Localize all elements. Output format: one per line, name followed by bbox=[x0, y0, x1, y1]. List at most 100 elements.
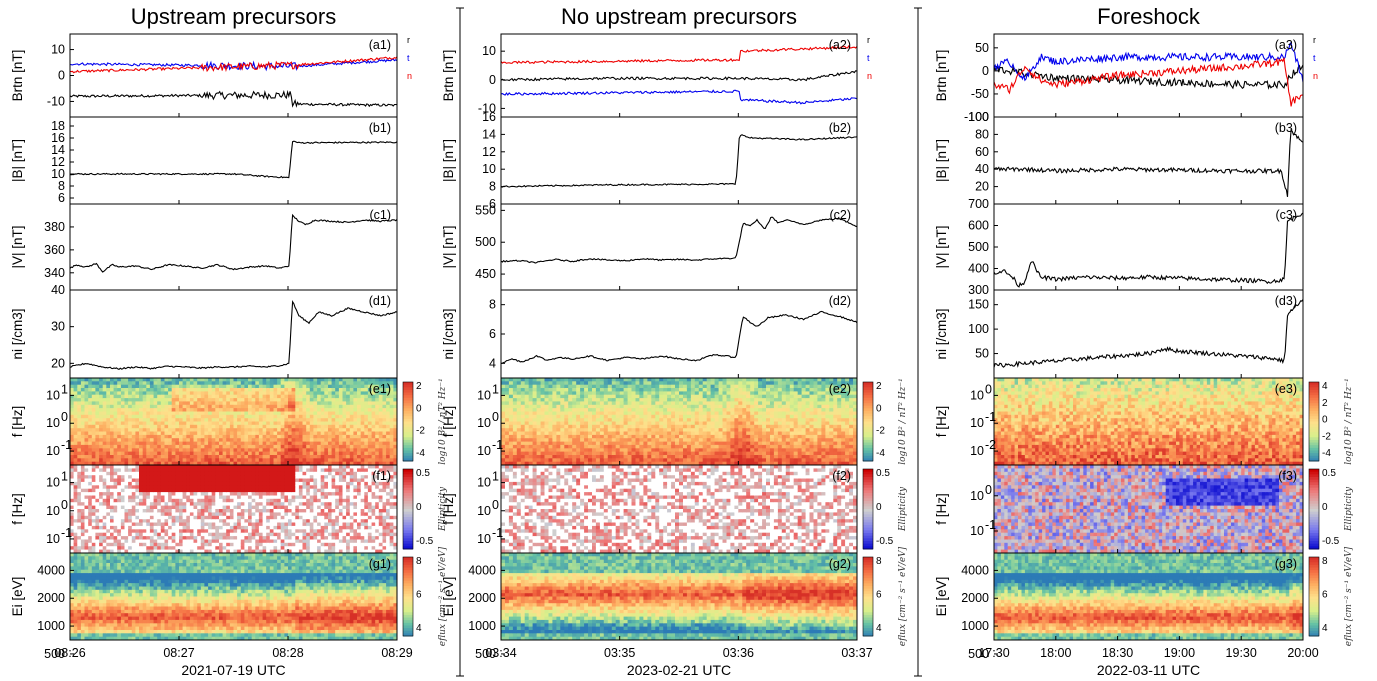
heat-cell bbox=[124, 398, 129, 402]
heat-cell bbox=[117, 495, 122, 500]
heat-cell bbox=[378, 444, 383, 449]
heat-cell bbox=[128, 478, 133, 483]
heat-cell bbox=[124, 401, 129, 406]
heat-cell bbox=[317, 498, 322, 503]
heat-cell bbox=[306, 461, 311, 465]
heat-cell bbox=[353, 475, 358, 480]
heat-cell bbox=[364, 384, 369, 389]
heat-cell bbox=[360, 408, 365, 412]
heat-cell bbox=[135, 431, 140, 436]
heat-cell bbox=[248, 378, 253, 382]
heat-cell bbox=[335, 431, 340, 436]
heat-cell bbox=[197, 431, 202, 436]
heat-cell bbox=[328, 391, 333, 396]
heat-cell bbox=[244, 471, 249, 476]
heat-cell bbox=[386, 401, 391, 406]
colorbar-band bbox=[403, 439, 413, 444]
heat-cell bbox=[182, 536, 187, 541]
heat-cell bbox=[131, 388, 136, 392]
heat-cell bbox=[153, 512, 158, 517]
colorbar-band bbox=[403, 424, 413, 428]
heat-cell bbox=[84, 522, 89, 527]
heat-cell bbox=[255, 461, 260, 465]
heat-cell bbox=[153, 502, 158, 507]
heat-cell bbox=[291, 481, 296, 486]
heat-cell bbox=[288, 546, 293, 551]
heat-cell bbox=[313, 458, 318, 463]
heat-cell bbox=[226, 421, 231, 426]
heat-cell bbox=[331, 394, 336, 399]
heat-cell bbox=[229, 532, 235, 537]
heat-cell bbox=[128, 532, 133, 537]
heat-cell bbox=[364, 542, 369, 547]
heat-cell bbox=[375, 378, 380, 382]
heat-cell bbox=[200, 444, 205, 449]
heat-cell bbox=[382, 488, 387, 493]
heat-cell bbox=[222, 529, 227, 534]
heat-cell bbox=[189, 492, 195, 497]
heat-cell bbox=[77, 525, 82, 530]
heat-cell bbox=[357, 498, 362, 503]
heat-cell bbox=[280, 498, 285, 503]
heat-cell bbox=[371, 532, 376, 537]
heat-cell bbox=[142, 434, 147, 439]
heat-cell bbox=[269, 418, 274, 423]
heat-cell bbox=[157, 428, 162, 433]
heat-cell bbox=[393, 461, 397, 465]
heat-cell bbox=[73, 619, 78, 624]
heat-cell bbox=[77, 626, 82, 631]
heat-cell bbox=[273, 418, 278, 423]
heat-cell bbox=[331, 428, 336, 433]
heat-cell bbox=[273, 539, 278, 544]
heat-cell bbox=[371, 414, 376, 419]
heat-cell bbox=[175, 468, 180, 473]
heat-cell bbox=[233, 505, 238, 510]
heat-cell bbox=[211, 515, 216, 520]
heat-cell bbox=[204, 421, 209, 426]
heat-cell bbox=[248, 525, 253, 530]
heat-cell bbox=[248, 411, 253, 416]
heat-cell bbox=[99, 451, 104, 456]
heat-cell bbox=[291, 391, 296, 396]
heat-cell bbox=[255, 492, 260, 497]
heat-cell bbox=[338, 428, 344, 433]
heat-cell bbox=[386, 546, 391, 551]
heat-cell bbox=[309, 398, 314, 402]
heat-cell bbox=[371, 458, 376, 463]
colorbar-band bbox=[403, 493, 413, 497]
colorbar-band bbox=[403, 469, 413, 473]
heat-cell bbox=[157, 539, 162, 544]
heat-cell bbox=[240, 404, 245, 409]
heat-cell bbox=[244, 411, 249, 416]
heat-cell bbox=[146, 481, 151, 486]
heat-cell bbox=[367, 498, 373, 503]
heat-cell bbox=[102, 421, 107, 426]
heat-cell bbox=[88, 438, 93, 443]
heat-cell bbox=[200, 481, 205, 486]
heat-cell bbox=[338, 461, 344, 465]
heat-cell bbox=[189, 485, 195, 490]
heat-cell bbox=[342, 408, 347, 412]
heat-cell bbox=[353, 525, 358, 530]
heat-cell bbox=[73, 418, 78, 423]
heat-cell bbox=[179, 529, 184, 534]
heat-cell bbox=[342, 539, 347, 544]
heat-cell bbox=[84, 583, 89, 587]
heat-cell bbox=[375, 468, 380, 473]
heat-cell bbox=[215, 384, 220, 389]
heat-cell bbox=[88, 378, 93, 382]
heat-cell bbox=[375, 438, 380, 443]
heat-cell bbox=[91, 509, 96, 513]
heat-cell bbox=[157, 519, 162, 524]
heat-cell bbox=[237, 525, 242, 530]
heat-cell bbox=[215, 481, 220, 486]
heat-cell bbox=[157, 509, 162, 513]
heat-cell bbox=[102, 414, 107, 419]
heat-cell bbox=[251, 495, 256, 500]
heat-cell bbox=[193, 475, 198, 480]
heat-cell bbox=[84, 532, 89, 537]
heat-cell bbox=[124, 539, 129, 544]
heat-cell bbox=[331, 546, 336, 551]
heat-cell bbox=[84, 421, 89, 426]
heat-cell bbox=[313, 381, 318, 386]
